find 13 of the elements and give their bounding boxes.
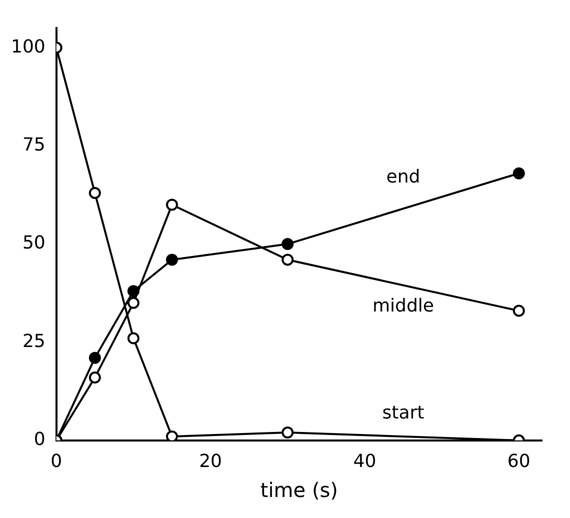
series-label: middle bbox=[372, 295, 434, 316]
x-tick-label: 20 bbox=[199, 450, 222, 472]
y-tick-label: 25 bbox=[22, 330, 46, 352]
series-label: end bbox=[386, 166, 420, 188]
x-tick-label: 40 bbox=[353, 450, 376, 472]
x-tick-label: 0 bbox=[50, 450, 62, 472]
x-tick-label: 60 bbox=[507, 450, 530, 472]
y-tick-label: 100 bbox=[10, 36, 46, 58]
x-axis-title: time (s) bbox=[260, 478, 338, 502]
y-tick-label: 50 bbox=[22, 232, 46, 254]
y-tick-label: 0 bbox=[34, 429, 46, 450]
y-tick-label: 75 bbox=[22, 134, 46, 156]
series-label: start bbox=[382, 402, 424, 424]
